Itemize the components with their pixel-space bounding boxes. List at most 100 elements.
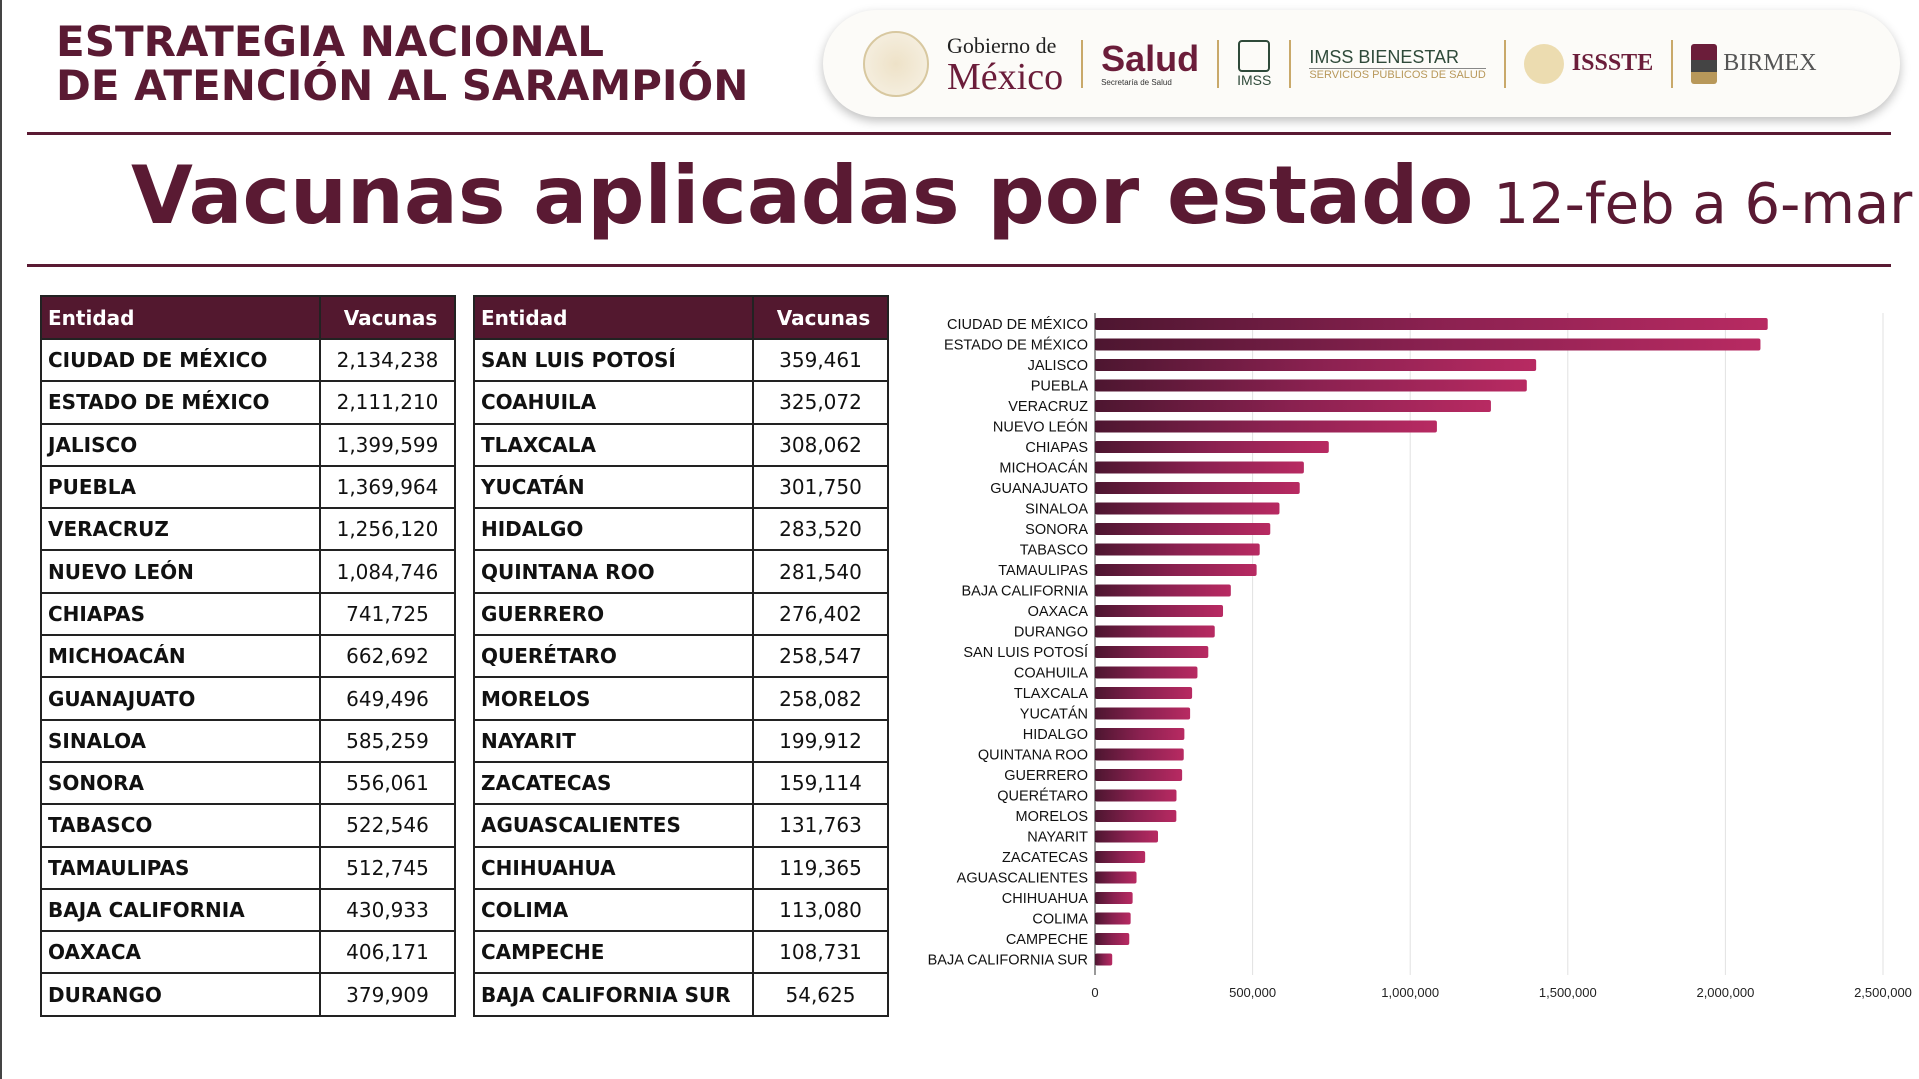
bar (1095, 728, 1185, 740)
category-label: CIUDAD DE MÉXICO (947, 316, 1088, 333)
category-label: ZACATECAS (1002, 850, 1088, 866)
category-label: TLAXCALA (1014, 686, 1088, 702)
x-tick-label: 500,000 (1229, 985, 1276, 1000)
vaccine-count: 1,369,964 (319, 464, 456, 510)
bar (1095, 584, 1231, 597)
bar (1095, 769, 1183, 781)
table-row: SAN LUIS POTOSÍ 359,461 (473, 337, 889, 383)
entity-name: SINALOA (40, 718, 321, 763)
vaccine-count: 283,520 (752, 507, 889, 552)
vaccine-count: 113,080 (752, 887, 889, 933)
vaccine-count: 131,763 (752, 803, 889, 848)
vaccine-count: 2,111,210 (319, 380, 456, 425)
logo-imss: IMSS (1237, 39, 1272, 88)
logo-gobierno-top: Gobierno de (947, 32, 1057, 58)
bar (1095, 810, 1177, 822)
col-value-header: Vacunas (752, 295, 889, 340)
col-entity-header: Entidad (473, 295, 754, 340)
category-label: BAJA CALIFORNIA SUR (928, 953, 1088, 969)
category-label: CHIHUAHUA (1002, 891, 1089, 907)
category-label: MICHOACÁN (999, 460, 1088, 477)
vaccine-count: 662,692 (319, 634, 456, 679)
table-row: GUERRERO 276,402 (473, 591, 889, 637)
entity-name: SONORA (40, 760, 321, 806)
logo-issste: ISSSTE (1523, 43, 1654, 84)
entity-name: JALISCO (40, 422, 321, 467)
header-title: ESTRATEGIA NACIONAL DE ATENCIÓN AL SARAM… (56, 20, 748, 108)
logo-bienestar-text: IMSS BIENESTAR (1309, 47, 1486, 69)
logo-gobierno: Gobierno de México (947, 32, 1063, 96)
category-label: PUEBLA (1031, 379, 1089, 395)
vaccine-count: 258,082 (752, 676, 889, 721)
category-label: QUERÉTARO (997, 788, 1088, 805)
x-tick-label: 0 (1091, 985, 1098, 1000)
category-label: JALISCO (1028, 358, 1088, 374)
vaccine-count: 308,062 (752, 422, 889, 467)
vaccine-count: 359,461 (752, 337, 889, 383)
entity-name: ESTADO DE MÉXICO (40, 380, 321, 425)
bar (1095, 338, 1761, 351)
bar (1095, 892, 1133, 904)
table-row: HIDALGO 283,520 (473, 507, 889, 552)
table-row: TLAXCALA 308,062 (473, 422, 889, 467)
window-edge (0, 0, 2, 1079)
logo-bar: Gobierno de México Salud Secretaría de S… (823, 10, 1900, 117)
entity-name: CAMPECHE (473, 930, 754, 975)
table-row: PUEBLA 1,369,964 (40, 464, 456, 510)
table-row: AGUASCALIENTES 131,763 (473, 803, 889, 848)
header-title-line2: DE ATENCIÓN AL SARAMPIÓN (56, 61, 749, 110)
col-value-header: Vacunas (319, 295, 456, 340)
category-label: HIDALGO (1023, 727, 1088, 743)
divider (1217, 39, 1220, 88)
vaccine-count: 301,750 (752, 464, 889, 510)
logo-salud-sub: Secretaría de Salud (1101, 78, 1172, 87)
logo-issste-text: ISSSTE (1571, 50, 1654, 76)
logo-imss-text: IMSS (1237, 71, 1272, 88)
entity-name: DURANGO (40, 972, 321, 1017)
entity-name: MICHOACÁN (40, 634, 321, 679)
vaccine-count: 276,402 (752, 591, 889, 637)
divider (1081, 39, 1084, 88)
entity-name: PUEBLA (40, 464, 321, 510)
table-row: QUINTANA ROO 281,540 (473, 549, 889, 594)
category-label: SINALOA (1025, 502, 1088, 518)
x-tick-label: 2,000,000 (1696, 985, 1754, 1000)
birmex-emblem-icon (1691, 43, 1718, 84)
mexico-seal-icon (863, 30, 929, 97)
category-label: MORELOS (1015, 809, 1088, 825)
logo-salud-text: Salud (1101, 38, 1200, 79)
divider (1289, 39, 1292, 88)
page-subtitle: 12-feb a 6-mar (1493, 172, 1913, 237)
vaccine-count: 108,731 (752, 930, 889, 975)
category-label: CHIAPAS (1025, 440, 1088, 456)
vaccine-count: 54,625 (752, 972, 889, 1017)
header-divider (27, 132, 1891, 135)
category-label: AGUASCALIENTES (957, 871, 1088, 887)
col-entity-header: Entidad (40, 295, 321, 340)
table-row: BAJA CALIFORNIA SUR 54,625 (473, 972, 889, 1017)
bar (1095, 789, 1177, 802)
table-row: GUANAJUATO 649,496 (40, 676, 456, 721)
bar (1095, 707, 1191, 720)
category-label: DURANGO (1014, 625, 1088, 641)
vaccine-count: 199,912 (752, 718, 889, 763)
logo-bienestar-sub: SERVICIOS PÚBLICOS DE SALUD (1309, 68, 1486, 81)
vaccine-count: 585,259 (319, 718, 456, 763)
bar (1095, 564, 1257, 576)
bar (1095, 461, 1304, 474)
issste-emblem-icon (1523, 43, 1564, 84)
table-row: COLIMA 113,080 (473, 887, 889, 933)
entity-name: GUANAJUATO (40, 676, 321, 721)
vaccine-count: 258,547 (752, 634, 889, 679)
x-tick-label: 2,500,000 (1854, 985, 1912, 1000)
category-label: TABASCO (1020, 543, 1088, 559)
category-label: GUERRERO (1004, 768, 1088, 784)
entity-name: OAXACA (40, 930, 321, 975)
bar (1095, 646, 1209, 658)
logo-salud: Salud Secretaría de Salud (1101, 38, 1200, 88)
bar (1095, 400, 1491, 412)
vaccine-count: 379,909 (319, 972, 456, 1017)
vaccine-count: 1,084,746 (319, 549, 456, 594)
category-label: COAHUILA (1014, 666, 1088, 682)
entity-name: SAN LUIS POTOSÍ (473, 337, 754, 383)
